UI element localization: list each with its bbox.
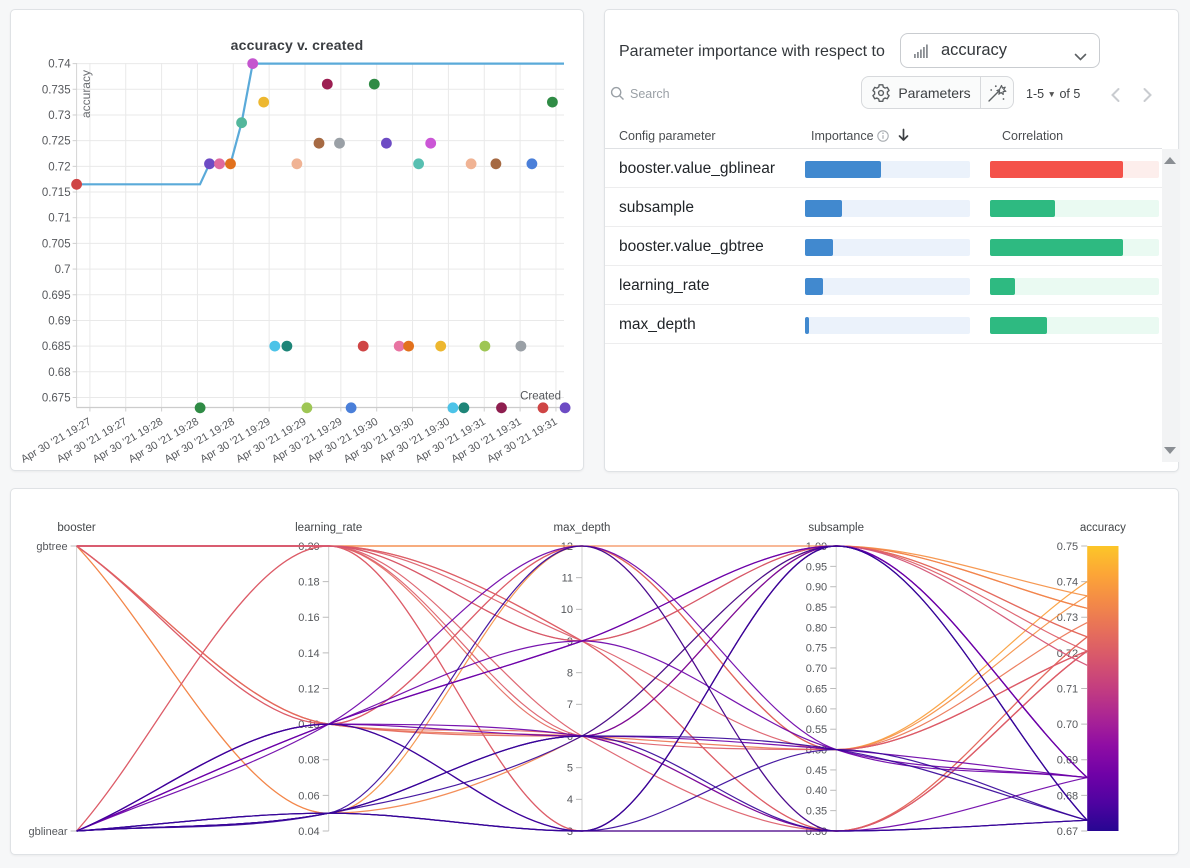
svg-text:0.705: 0.705 xyxy=(42,238,71,250)
svg-text:accuracy: accuracy xyxy=(79,70,93,118)
svg-text:0.90: 0.90 xyxy=(806,582,827,594)
svg-text:0.73: 0.73 xyxy=(48,110,70,122)
svg-text:0.60: 0.60 xyxy=(806,704,827,716)
svg-text:0.715: 0.715 xyxy=(42,187,71,199)
svg-text:Created: Created xyxy=(520,391,561,403)
svg-text:max_depth: max_depth xyxy=(554,522,611,534)
svg-text:0.72: 0.72 xyxy=(48,161,70,173)
svg-text:0.14: 0.14 xyxy=(298,648,319,660)
svg-text:10: 10 xyxy=(561,604,573,616)
svg-text:0.35: 0.35 xyxy=(806,806,827,818)
svg-text:0.74: 0.74 xyxy=(48,59,71,71)
svg-text:0.85: 0.85 xyxy=(806,602,827,614)
svg-text:0.75: 0.75 xyxy=(806,643,827,655)
svg-text:0.06: 0.06 xyxy=(298,790,319,802)
svg-text:0.71: 0.71 xyxy=(48,213,70,225)
svg-text:0.735: 0.735 xyxy=(42,84,71,96)
svg-text:0.74: 0.74 xyxy=(1057,577,1078,589)
svg-text:0.75: 0.75 xyxy=(1057,541,1078,553)
svg-text:0.675: 0.675 xyxy=(42,393,71,405)
svg-text:0.12: 0.12 xyxy=(298,683,319,695)
svg-text:0.67: 0.67 xyxy=(1057,826,1078,838)
svg-text:gbtree: gbtree xyxy=(36,541,67,553)
svg-text:0.18: 0.18 xyxy=(298,577,319,589)
svg-text:0.73: 0.73 xyxy=(1057,612,1078,624)
svg-text:0.20: 0.20 xyxy=(298,541,319,553)
svg-text:0.40: 0.40 xyxy=(806,785,827,797)
svg-text:0.08: 0.08 xyxy=(298,755,319,767)
svg-text:accuracy: accuracy xyxy=(1080,522,1126,534)
svg-text:subsample: subsample xyxy=(808,522,864,534)
svg-text:0.80: 0.80 xyxy=(806,622,827,634)
svg-text:0.95: 0.95 xyxy=(806,561,827,573)
svg-text:0.45: 0.45 xyxy=(806,765,827,777)
svg-text:0.55: 0.55 xyxy=(806,724,827,736)
svg-text:0.7: 0.7 xyxy=(55,264,71,276)
svg-text:0.69: 0.69 xyxy=(1057,755,1078,767)
svg-text:7: 7 xyxy=(567,699,573,711)
svg-text:0.70: 0.70 xyxy=(1057,719,1078,731)
svg-text:0.695: 0.695 xyxy=(42,290,71,302)
svg-text:0.69: 0.69 xyxy=(48,315,70,327)
svg-text:booster: booster xyxy=(57,522,96,534)
svg-text:3: 3 xyxy=(567,826,573,838)
svg-text:learning_rate: learning_rate xyxy=(295,522,362,534)
svg-text:0.16: 0.16 xyxy=(298,612,319,624)
svg-text:5: 5 xyxy=(567,763,573,775)
svg-text:0.685: 0.685 xyxy=(42,341,71,353)
svg-text:0.725: 0.725 xyxy=(42,136,71,148)
svg-text:11: 11 xyxy=(562,573,573,585)
svg-text:0.65: 0.65 xyxy=(806,683,827,695)
svg-text:0.04: 0.04 xyxy=(298,826,319,838)
svg-text:0.71: 0.71 xyxy=(1057,683,1078,695)
svg-text:gblinear: gblinear xyxy=(28,826,67,838)
svg-text:0.68: 0.68 xyxy=(48,367,70,379)
svg-text:0.70: 0.70 xyxy=(806,663,827,675)
svg-text:4: 4 xyxy=(567,794,573,806)
svg-text:8: 8 xyxy=(567,668,573,680)
